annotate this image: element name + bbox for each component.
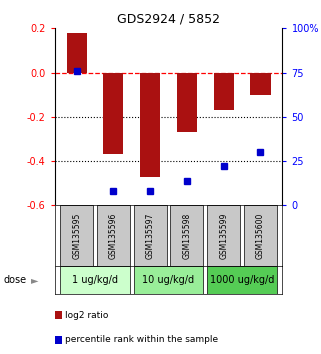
Text: GSM135598: GSM135598 [182,212,191,258]
Text: log2 ratio: log2 ratio [65,310,109,320]
Bar [103,73,124,154]
Title: GDS2924 / 5852: GDS2924 / 5852 [117,13,220,26]
Bar [97,205,130,266]
Text: GSM135596: GSM135596 [109,212,118,259]
Bar [134,266,204,294]
Bar [213,73,234,110]
Text: 10 ug/kg/d: 10 ug/kg/d [143,275,195,285]
Bar [207,266,277,294]
Text: GSM135595: GSM135595 [72,212,81,259]
Bar [60,205,93,266]
Bar [250,73,271,95]
Bar [170,205,204,266]
Bar [244,205,277,266]
Bar [140,73,160,177]
Text: 1000 ug/kg/d: 1000 ug/kg/d [210,275,274,285]
Bar [207,205,240,266]
Text: dose: dose [3,275,26,285]
Text: 1 ug/kg/d: 1 ug/kg/d [72,275,118,285]
Text: GSM135597: GSM135597 [146,212,155,259]
Bar [134,205,167,266]
Text: GSM135599: GSM135599 [219,212,228,259]
Bar [60,266,130,294]
Bar [177,73,197,132]
Text: GSM135600: GSM135600 [256,212,265,259]
Bar [66,33,87,73]
Text: percentile rank within the sample: percentile rank within the sample [65,335,219,344]
Text: ►: ► [30,275,38,285]
